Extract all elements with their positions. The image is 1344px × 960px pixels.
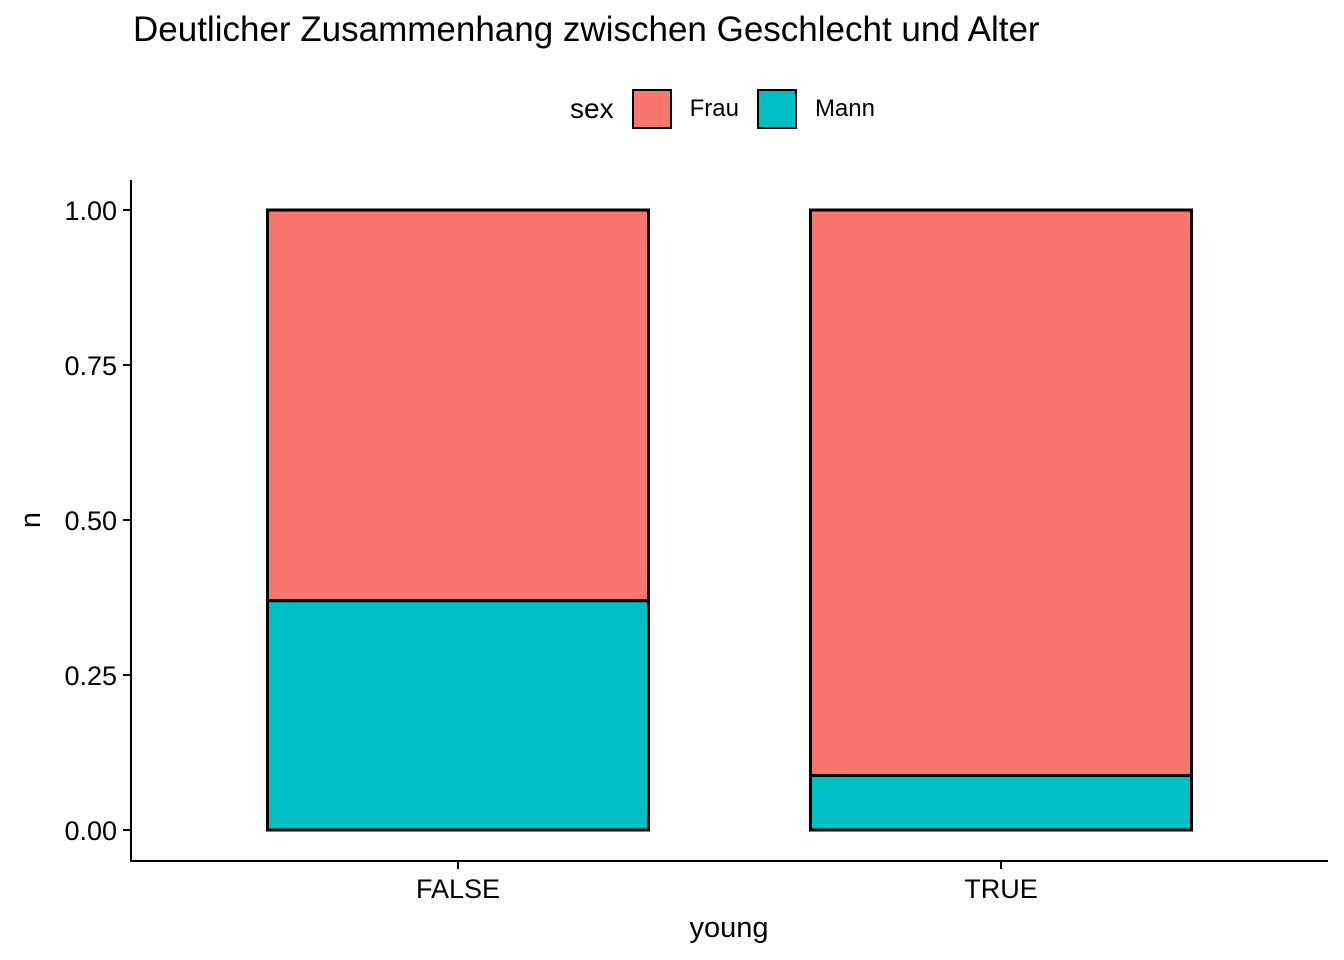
legend-item-frau: Frau	[631, 89, 739, 129]
y-axis-label: n	[15, 512, 47, 528]
x-tick-label: TRUE	[964, 874, 1038, 904]
bar-false-frau	[266, 208, 650, 603]
legend-item-mann: Mann	[756, 89, 875, 129]
y-tick-label: 0.50	[64, 506, 117, 536]
y-tick-label: 0.00	[64, 816, 117, 846]
legend-label-frau: Frau	[689, 95, 739, 122]
bars-layer	[266, 208, 1193, 832]
x-tick-label: FALSE	[416, 874, 500, 904]
bar-true-mann	[809, 773, 1193, 832]
y-ticks: 0.00 0.25 0.50 0.75 1.00	[64, 196, 131, 846]
bar-false-mann	[266, 599, 650, 832]
x-ticks: FALSE TRUE	[416, 861, 1038, 904]
y-tick-label: 0.75	[64, 351, 117, 381]
x-axis-label: young	[689, 912, 768, 944]
legend-label-mann: Mann	[814, 95, 875, 122]
legend-key-frau	[631, 89, 672, 129]
y-tick-label: 0.25	[64, 661, 117, 691]
legend: sex Frau Mann	[570, 86, 893, 132]
y-tick-label: 1.00	[64, 196, 117, 226]
legend-title: sex	[570, 93, 614, 124]
bar-true-frau	[809, 208, 1193, 777]
legend-key-mann	[756, 89, 797, 129]
chart-title: Deutlicher Zusammenhang zwischen Geschle…	[133, 10, 1040, 49]
